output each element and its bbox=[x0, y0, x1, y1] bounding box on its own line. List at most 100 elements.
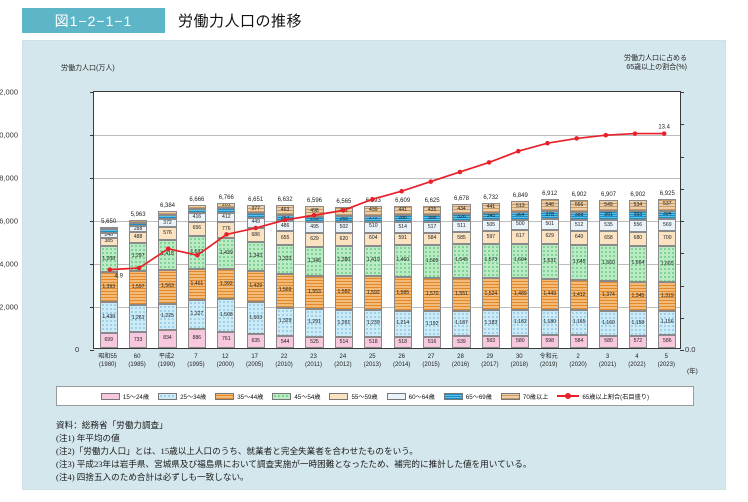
bar-segment: 658 bbox=[599, 231, 618, 246]
percentage-point bbox=[603, 132, 609, 138]
legend-item[interactable]: 35〜44歳 bbox=[215, 392, 263, 401]
x-axis-era-label: 30 bbox=[515, 354, 523, 360]
bar-column: 518 1,214 1,585 1,460 591 514 286 441 6,609 bbox=[393, 90, 412, 348]
legend-item[interactable]: 60〜64歳 bbox=[386, 392, 435, 401]
bar-segment-value: 1,569 bbox=[278, 287, 292, 294]
legend-item-line[interactable]: 65歳以上割合(右目盛り) bbox=[557, 392, 649, 401]
legend-item[interactable]: 55〜59歳 bbox=[329, 392, 378, 401]
bar-segment-value: 1,438 bbox=[102, 313, 116, 320]
bar-segment: 505 bbox=[481, 220, 500, 232]
bar-segment-value: 534 bbox=[633, 201, 643, 208]
bar-segment: 1,319 bbox=[658, 282, 677, 311]
bar-segment: 591 bbox=[393, 232, 412, 246]
bar-segment-value: 658 bbox=[604, 234, 613, 241]
bar-segment-value: 1,329 bbox=[278, 318, 292, 325]
x-axis-label: 7 (1995) bbox=[187, 353, 204, 369]
note-3: (注3) 平成23年は岩手県、宮城県及び福島県において調査実施が一時困難となった… bbox=[56, 459, 532, 470]
bar-segment-value: 1,261 bbox=[131, 315, 145, 322]
bar-segment-value: 1,182 bbox=[513, 319, 527, 326]
bar-segment: 1,545 bbox=[452, 244, 471, 278]
gridline bbox=[94, 221, 680, 222]
bar-segment: 563 bbox=[481, 335, 500, 348]
bar-segment: 586 bbox=[658, 335, 677, 348]
bar-segment: 1,604 bbox=[511, 243, 530, 279]
bar-segment: 1,380 bbox=[334, 246, 353, 276]
bar-segment: 635 bbox=[246, 334, 265, 348]
bar-segment: 629 bbox=[540, 230, 559, 244]
bar-segment bbox=[158, 210, 177, 216]
bar-segment-value: 1,551 bbox=[455, 290, 468, 297]
bar-segment: 686 bbox=[246, 227, 265, 243]
bar-segment-value: 834 bbox=[163, 335, 172, 342]
bar-segment-value: 1,660 bbox=[602, 259, 615, 266]
legend-swatch bbox=[215, 392, 235, 400]
bar-segment-value: 584 bbox=[574, 338, 584, 345]
x-axis-label: 27 (2015) bbox=[422, 353, 439, 369]
bar-segment-value: 699 bbox=[104, 336, 113, 343]
bar-segment-value: 1,374 bbox=[602, 292, 615, 299]
bar-segment: 517 bbox=[422, 221, 442, 233]
bar-column: 584 1,165 1,412 1,645 640 512 388 556 6,902 bbox=[569, 90, 589, 348]
bar-segment: 1,327 bbox=[187, 300, 206, 329]
bar-segment-value: 272 bbox=[369, 215, 378, 222]
bar-column: 516 1,192 1,570 1,505 584 517 306 435 6,625 bbox=[422, 90, 442, 348]
bar-segment: 1,418 bbox=[158, 239, 177, 271]
gridline bbox=[94, 135, 680, 136]
bar-segment-value: 1,460 bbox=[396, 257, 410, 264]
bar-segment: 391 bbox=[599, 211, 618, 220]
bar-segment: 534 bbox=[628, 199, 647, 212]
legend-item[interactable]: 15〜24歳 bbox=[100, 392, 149, 401]
percentage-point bbox=[515, 148, 521, 154]
bar-segment-value: 580 bbox=[604, 338, 613, 345]
legend-line-marker bbox=[557, 392, 580, 400]
bar-segment-value: 1,158 bbox=[631, 319, 645, 326]
bar-total-label: 6,632 bbox=[277, 197, 293, 204]
x-axis-year-label: (2020) bbox=[569, 362, 587, 369]
bar-segment: 572 bbox=[628, 335, 647, 348]
x-axis-label: 17 (2005) bbox=[246, 353, 263, 369]
figure-title: 労働力人口の推移 bbox=[178, 13, 303, 30]
legend-item[interactable]: 45〜54歳 bbox=[272, 392, 320, 401]
bar-total-label: 6,732 bbox=[483, 195, 499, 202]
left-axis-tick-mark bbox=[90, 350, 94, 351]
right-axis-tick-mark bbox=[680, 188, 684, 190]
bar-segment: 286 bbox=[393, 215, 412, 222]
percentage-point bbox=[545, 140, 550, 146]
bar-segment-value: 1,214 bbox=[396, 320, 410, 327]
bar-segment: 700 bbox=[658, 231, 677, 247]
bar-segment-value: 514 bbox=[339, 338, 349, 345]
bar-segment: 1,346 bbox=[305, 246, 324, 276]
bar-segment: 378 bbox=[540, 211, 559, 220]
x-axis-year-label: (2017) bbox=[481, 362, 499, 369]
bar-column: 572 1,158 1,345 1,664 680 556 393 534 6,902 bbox=[628, 90, 647, 348]
legend-item[interactable]: 65〜69歳 bbox=[443, 392, 492, 401]
legend-item[interactable]: 70歳以上 bbox=[500, 392, 548, 401]
bar-segment-value: 1,665 bbox=[660, 260, 674, 267]
figure-notes: 資料：総務省「労働力調査」 (注1) 年平均の値 (注2)「労働力人口」とは、1… bbox=[56, 419, 716, 484]
bar-segment-value: 377 bbox=[251, 205, 260, 212]
right-axis-tick-mark bbox=[680, 156, 684, 158]
bar-segment: 364 bbox=[511, 211, 530, 220]
bar-segment: 388 bbox=[569, 211, 589, 220]
bar-segment: 1,505 bbox=[422, 245, 442, 278]
bar-total-label: 6,565 bbox=[336, 198, 352, 205]
x-axis-label: 29 (2017) bbox=[481, 353, 498, 369]
chart-legend: 15〜24歳 25〜34歳 35〜44歳 45〜54歳 55〜59歳 60〜64歳 65〜6… bbox=[56, 386, 694, 406]
legend-item[interactable]: 25〜34歳 bbox=[158, 392, 206, 401]
x-axis-label: 24 (2012) bbox=[334, 353, 351, 369]
bar-total-label: 6,902 bbox=[571, 191, 587, 198]
bar-segment: 598 bbox=[540, 335, 559, 348]
bar-segment-value: 1,333 bbox=[278, 256, 292, 263]
bar-segment: 604 bbox=[364, 232, 383, 246]
left-axis-tick-mark bbox=[90, 92, 94, 93]
bar-segment: 345 bbox=[481, 212, 500, 221]
percentage-point bbox=[399, 188, 404, 194]
bar-segment: 511 bbox=[452, 220, 471, 232]
bar-segment-value: 1,165 bbox=[572, 319, 586, 326]
bar-segment-value: 288 bbox=[133, 226, 143, 232]
x-axis-label: 5 (2023) bbox=[658, 353, 675, 369]
bar-segment: 261 bbox=[217, 202, 236, 209]
bar-segment-value: 1,183 bbox=[484, 319, 498, 326]
bar-segment: 393 bbox=[628, 211, 647, 220]
bar-segment-value: 516 bbox=[427, 338, 437, 345]
